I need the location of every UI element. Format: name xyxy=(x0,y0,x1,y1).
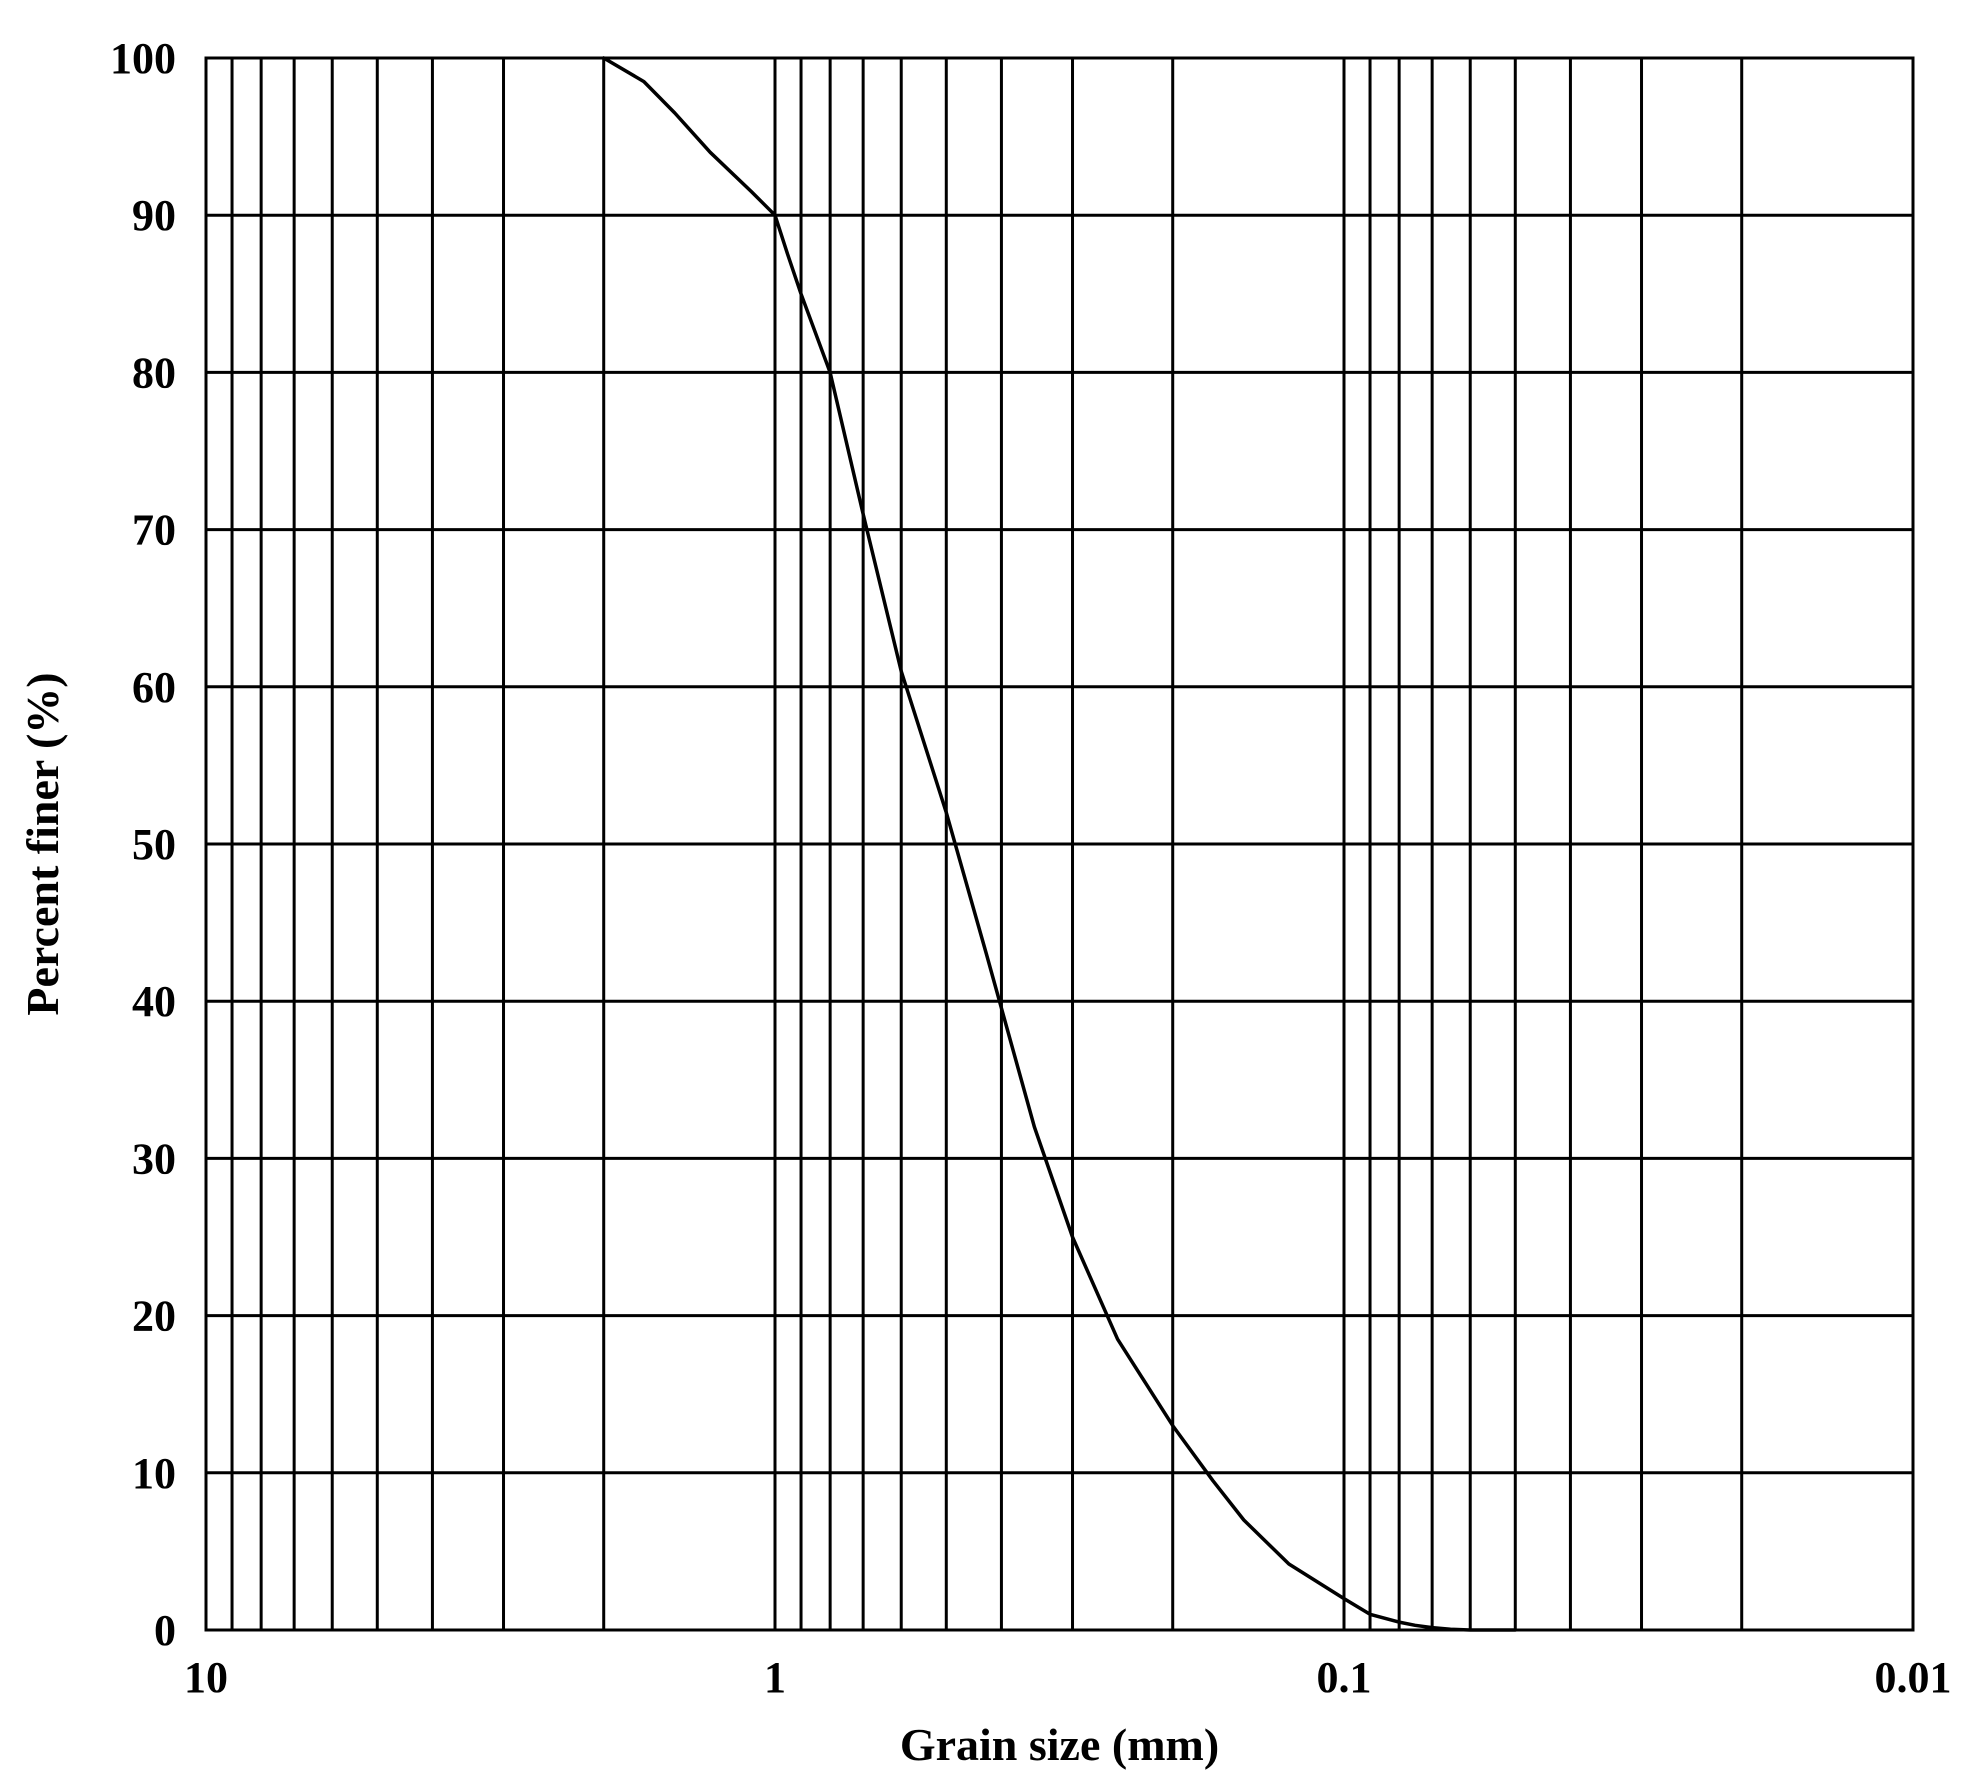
y-tick-label: 100 xyxy=(110,34,176,83)
x-tick-label: 1 xyxy=(764,1653,786,1702)
y-tick-label: 70 xyxy=(132,506,176,555)
x-tick-label: 0.01 xyxy=(1875,1653,1952,1702)
y-axis-title: Percent finer (%) xyxy=(17,672,68,1015)
y-tick-label: 60 xyxy=(132,663,176,712)
curve-group xyxy=(601,56,1518,1632)
y-tick-label: 90 xyxy=(132,191,176,240)
y-tick-label: 40 xyxy=(132,977,176,1026)
y-tick-label: 0 xyxy=(154,1606,176,1655)
x-tick-label: 0.1 xyxy=(1317,1653,1372,1702)
plot-frame xyxy=(204,56,1915,1632)
y-tick-labels: 0 10 20 30 40 50 60 70 80 90 100 xyxy=(110,34,176,1655)
x-tick-label: 10 xyxy=(184,1653,228,1702)
x-axis-title: Grain size (mm) xyxy=(900,1719,1219,1770)
y-tick-label: 30 xyxy=(132,1134,176,1183)
grid xyxy=(206,56,1915,1632)
y-tick-label: 20 xyxy=(132,1292,176,1341)
series-line xyxy=(601,56,1518,1632)
x-tick-labels: 10 1 0.1 0.01 xyxy=(184,1653,1952,1702)
y-tick-label: 80 xyxy=(132,348,176,397)
y-tick-label: 10 xyxy=(132,1449,176,1498)
y-tick-label: 50 xyxy=(132,820,176,869)
